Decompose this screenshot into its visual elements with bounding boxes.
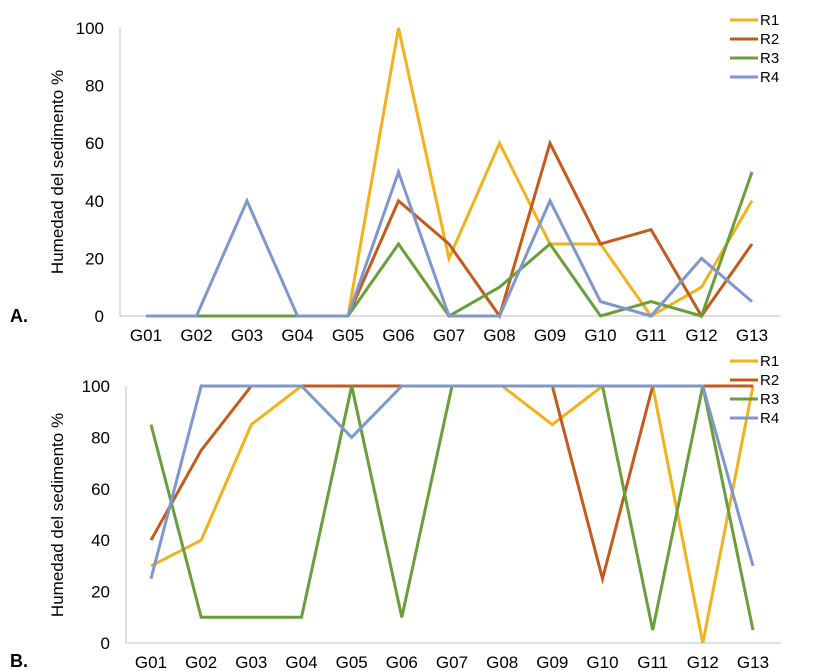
x-tick-label: G03 [231,326,263,345]
legend-label: R3 [760,50,779,67]
series-line-r4 [149,384,755,580]
y-tick-label: 80 [91,428,110,447]
y-tick-labels: 0 20 40 60 80 100 [82,377,110,653]
legend-label: R1 [760,353,779,370]
x-tick-labels: G01 G02 G03 G04 G05 G06 G07 G08 G09 G10 G11 G12 G13 [135,653,769,671]
x-tick-label: G10 [584,326,616,345]
series-line-r4 [146,167,753,318]
y-tick-label: 100 [82,377,110,396]
x-tick-label: G02 [185,653,217,671]
y-axis-title: Humedad del sedimento % [48,70,67,274]
y-tick-label: 60 [91,480,110,499]
x-tick-label: G12 [687,653,719,671]
x-tick-label: G04 [281,326,313,345]
y-tick-label: 20 [91,583,110,602]
y-tick-label: 0 [101,634,110,653]
series-line-r3 [149,384,755,631]
x-tick-label: G09 [536,653,568,671]
y-tick-label: 0 [95,307,104,326]
legend: R1 R2 R3 R4 [730,12,779,86]
x-tick-label: G13 [737,653,769,671]
series-line-r1 [146,27,754,318]
x-tick-label: G02 [180,326,212,345]
legend-label: R3 [760,391,779,408]
y-tick-label: 20 [85,249,104,268]
x-tick-label: G06 [386,653,418,671]
x-tick-label: G09 [534,326,566,345]
y-axis-title: Humedad del sedimento % [48,413,67,617]
y-tick-label: 100 [76,19,104,38]
legend-label: R4 [760,410,779,427]
series-line-r2 [146,139,754,320]
x-tick-label: G11 [636,326,667,345]
x-tick-label: G07 [436,653,468,671]
y-tick-label: 80 [85,77,104,96]
legend-label: R4 [760,69,779,86]
series-lines [149,384,755,644]
x-tick-label: G10 [586,653,618,671]
x-tick-label: G05 [332,326,364,345]
x-tick-labels: G01 G02 G03 G04 G05 G06 G07 G08 G09 G10 G11 G12 G13 [130,326,768,345]
panel-label: A. [10,306,28,326]
legend: R1 R2 R3 R4 [730,353,779,427]
panel-label: B. [10,651,28,671]
y-tick-label: 60 [85,134,104,153]
legend-label: R2 [760,31,779,48]
x-tick-label: G04 [285,653,317,671]
x-tick-label: G03 [235,653,267,671]
y-tick-label: 40 [91,531,110,550]
series-line-r1 [150,384,755,644]
chart-b: 0 20 40 60 80 100 G01 G02 G03 G04 G05 G06 G07 G08 G09… [10,353,781,671]
x-tick-label: G05 [336,653,368,671]
y-tick-labels: 0 20 40 60 80 100 [76,19,104,326]
x-tick-label: G01 [135,653,167,671]
series-lines [146,27,754,320]
legend-label: R2 [760,372,779,389]
y-tick-label: 40 [85,192,104,211]
x-tick-label: G11 [637,653,668,671]
legend-label: R1 [760,12,779,29]
x-tick-label: G12 [685,326,717,345]
x-tick-label: G07 [433,326,465,345]
x-tick-label: G08 [483,326,515,345]
x-tick-label: G08 [486,653,518,671]
x-tick-label: G01 [130,326,162,345]
series-line-r2 [149,384,753,585]
x-tick-label: G13 [736,326,768,345]
x-tick-label: G06 [382,326,414,345]
chart-a: 0 20 40 60 80 100 G01 G02 G03 G04 G05 G06 G07 G08 G09… [10,12,780,345]
